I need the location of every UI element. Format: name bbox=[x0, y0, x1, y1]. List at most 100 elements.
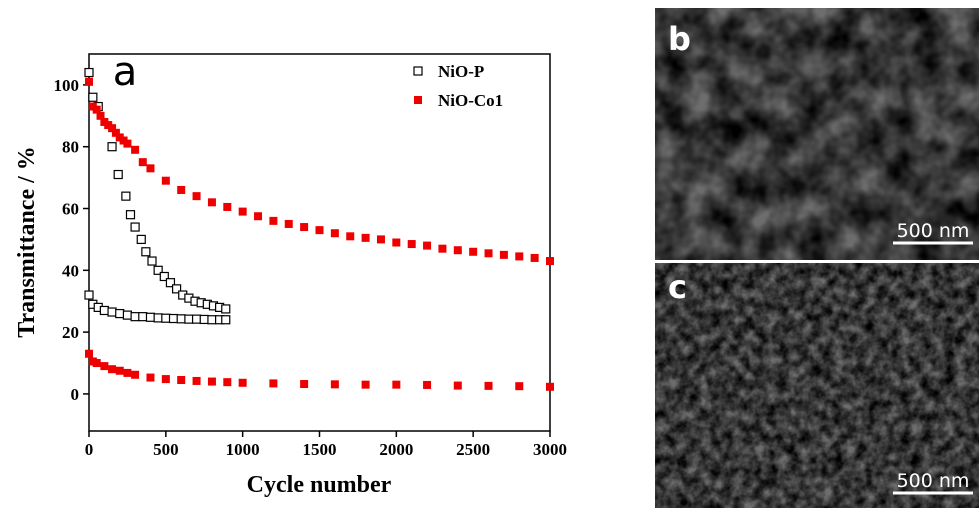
data-point bbox=[89, 93, 97, 101]
data-point bbox=[193, 377, 201, 385]
y-axis-label: Transmittance / % bbox=[14, 146, 40, 338]
data-point bbox=[146, 164, 154, 172]
y-tick-label: 100 bbox=[54, 76, 80, 95]
legend-marker bbox=[414, 96, 422, 104]
scale-bar-label: 500 nm bbox=[897, 220, 970, 242]
data-point bbox=[116, 367, 124, 375]
data-point bbox=[122, 192, 130, 200]
panel-label: c bbox=[668, 268, 687, 306]
data-point bbox=[146, 374, 154, 382]
data-point bbox=[423, 381, 431, 389]
y-tick-label: 0 bbox=[71, 385, 80, 404]
data-point bbox=[316, 226, 324, 234]
data-point bbox=[331, 229, 339, 237]
data-point bbox=[454, 246, 462, 254]
x-tick-label: 0 bbox=[85, 440, 94, 459]
data-point bbox=[154, 314, 162, 322]
data-point bbox=[114, 171, 122, 179]
data-point bbox=[193, 192, 201, 200]
data-point bbox=[362, 234, 370, 242]
data-point bbox=[515, 382, 523, 390]
data-point bbox=[377, 235, 385, 243]
data-point bbox=[239, 208, 247, 216]
data-point bbox=[331, 380, 339, 388]
data-point bbox=[285, 220, 293, 228]
data-point bbox=[131, 223, 139, 231]
data-point bbox=[254, 212, 262, 220]
x-tick-label: 1500 bbox=[303, 440, 337, 459]
data-point bbox=[108, 365, 116, 373]
x-tick-label: 1000 bbox=[226, 440, 260, 459]
data-point bbox=[500, 251, 508, 259]
data-point bbox=[469, 248, 477, 256]
data-point bbox=[200, 315, 208, 323]
data-point bbox=[116, 310, 124, 318]
data-point bbox=[239, 379, 247, 387]
data-point bbox=[193, 315, 201, 323]
data-point bbox=[438, 245, 446, 253]
data-point bbox=[223, 203, 231, 211]
data-point bbox=[126, 211, 134, 219]
data-point bbox=[123, 140, 131, 148]
x-tick-label: 500 bbox=[153, 440, 179, 459]
data-point bbox=[546, 257, 554, 265]
data-point bbox=[208, 378, 216, 386]
data-point bbox=[100, 306, 108, 314]
legend-label: NiO-P bbox=[438, 62, 484, 81]
data-point bbox=[123, 311, 131, 319]
data-point bbox=[177, 186, 185, 194]
data-point bbox=[131, 371, 139, 379]
data-point bbox=[222, 305, 230, 313]
data-point bbox=[85, 78, 93, 86]
scale-bar-label: 500 nm bbox=[897, 470, 970, 492]
y-tick-label: 60 bbox=[62, 200, 79, 219]
data-point bbox=[208, 316, 216, 324]
data-point bbox=[300, 380, 308, 388]
data-point bbox=[546, 383, 554, 391]
data-point bbox=[162, 314, 170, 322]
data-point bbox=[139, 158, 147, 166]
data-point bbox=[223, 378, 231, 386]
data-point bbox=[531, 254, 539, 262]
data-point bbox=[85, 69, 93, 77]
data-point bbox=[85, 291, 93, 299]
data-point bbox=[85, 350, 93, 358]
data-point bbox=[93, 359, 101, 367]
x-tick-label: 2500 bbox=[456, 440, 490, 459]
data-point bbox=[177, 315, 185, 323]
data-point bbox=[131, 146, 139, 154]
data-point bbox=[392, 381, 400, 389]
data-point bbox=[392, 239, 400, 247]
data-point bbox=[454, 382, 462, 390]
data-point bbox=[131, 313, 139, 321]
data-point bbox=[170, 315, 178, 323]
legend-marker bbox=[414, 67, 422, 75]
data-point bbox=[346, 232, 354, 240]
data-point bbox=[222, 316, 230, 324]
data-point bbox=[485, 249, 493, 257]
data-point bbox=[423, 242, 431, 250]
x-axis-label: Cycle number bbox=[247, 472, 392, 498]
data-point bbox=[515, 252, 523, 260]
y-tick-label: 40 bbox=[62, 261, 79, 280]
x-tick-label: 2000 bbox=[379, 440, 413, 459]
sem-image-c: c 500 nm bbox=[655, 263, 979, 508]
data-point bbox=[139, 313, 147, 321]
legend-label: NiO-Co1 bbox=[438, 91, 503, 110]
y-tick-label: 80 bbox=[62, 138, 79, 157]
data-point bbox=[108, 308, 116, 316]
data-point bbox=[123, 369, 131, 377]
data-point bbox=[162, 375, 170, 383]
data-point bbox=[142, 248, 150, 256]
data-point bbox=[208, 198, 216, 206]
data-point bbox=[108, 143, 116, 151]
y-tick-label: 20 bbox=[62, 323, 79, 342]
data-point bbox=[269, 379, 277, 387]
sem-image-b: b 500 nm bbox=[655, 8, 979, 260]
data-point bbox=[408, 240, 416, 248]
panel-label: b bbox=[668, 20, 691, 58]
data-point bbox=[269, 217, 277, 225]
data-point bbox=[362, 381, 370, 389]
data-point bbox=[146, 313, 154, 321]
figure: a Cycle number Transmittance / % b 500 n… bbox=[0, 0, 979, 508]
